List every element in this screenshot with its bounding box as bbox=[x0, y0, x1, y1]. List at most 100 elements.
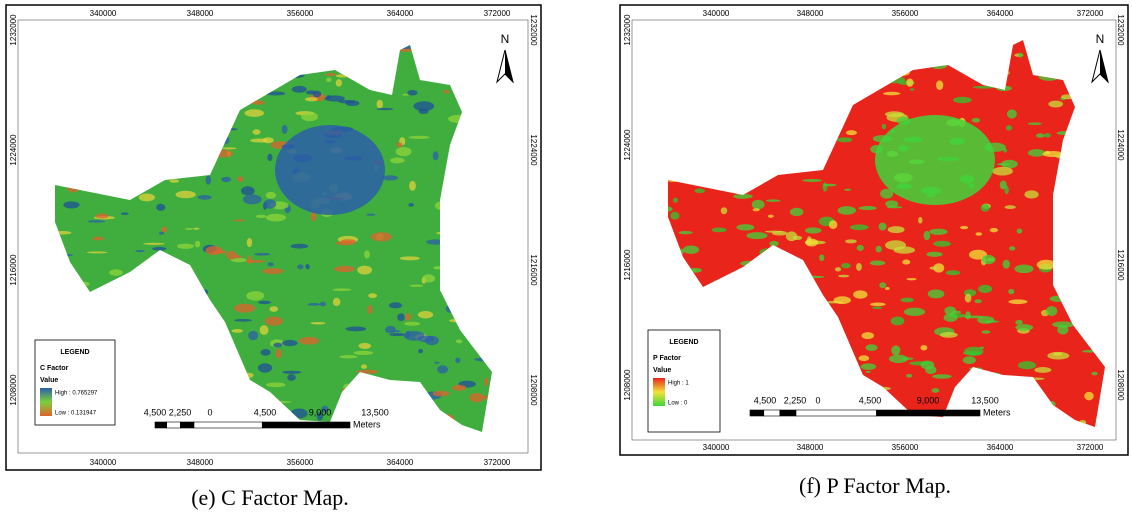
texture-spot bbox=[975, 232, 982, 235]
texture-spot bbox=[485, 110, 491, 112]
texture-spot bbox=[736, 224, 754, 230]
scale-label: 2,250 bbox=[784, 395, 807, 405]
texture-spot bbox=[123, 54, 128, 56]
texture-spot bbox=[367, 305, 372, 314]
texture-spot bbox=[334, 266, 355, 272]
texture-spot bbox=[936, 80, 943, 90]
texture-spot bbox=[407, 90, 417, 96]
texture-spot bbox=[291, 244, 309, 249]
texture-spot bbox=[367, 214, 376, 216]
texture-spot bbox=[770, 378, 776, 381]
texture-spot bbox=[264, 199, 276, 209]
texture-spot bbox=[267, 154, 272, 161]
y-coordinate-label: 1216000 bbox=[623, 249, 632, 281]
x-coordinate-label: 372000 bbox=[1077, 9, 1104, 18]
texture-spot bbox=[841, 109, 848, 111]
texture-spot bbox=[333, 298, 340, 306]
texture-blob bbox=[875, 115, 995, 205]
texture-spot bbox=[838, 275, 849, 278]
y-coordinate-label: 1216000 bbox=[9, 254, 18, 286]
scale-label: 13,500 bbox=[361, 407, 389, 417]
texture-spot bbox=[835, 334, 842, 336]
texture-spot bbox=[448, 115, 469, 123]
texture-spot bbox=[322, 434, 341, 439]
scale-segment bbox=[262, 422, 350, 428]
texture-spot bbox=[762, 270, 769, 277]
texture-spot bbox=[1103, 255, 1116, 264]
texture-spot bbox=[53, 231, 72, 235]
texture-spot bbox=[1034, 367, 1051, 373]
texture-spot bbox=[221, 177, 231, 182]
texture-spot bbox=[741, 32, 745, 40]
texture-spot bbox=[682, 88, 701, 92]
texture-spot bbox=[1069, 268, 1075, 274]
texture-spot bbox=[907, 278, 917, 280]
texture-spot bbox=[449, 319, 467, 323]
texture-spot bbox=[246, 384, 258, 387]
texture-spot bbox=[343, 39, 356, 44]
texture-spot bbox=[751, 324, 761, 326]
texture-spot bbox=[861, 363, 877, 369]
texture-spot bbox=[162, 76, 167, 84]
legend-ramp bbox=[653, 378, 665, 406]
texture-spot bbox=[210, 329, 222, 337]
texture-spot bbox=[850, 224, 869, 230]
texture-spot bbox=[266, 192, 277, 199]
texture-spot bbox=[1100, 316, 1116, 321]
texture-spot bbox=[256, 215, 267, 218]
x-coordinate-label: 348000 bbox=[797, 9, 824, 18]
texture-spot bbox=[721, 178, 732, 182]
texture-spot bbox=[169, 179, 179, 182]
scale-segment bbox=[180, 422, 194, 428]
texture-spot bbox=[101, 41, 118, 50]
scale-label: 2,250 bbox=[169, 407, 192, 417]
texture-spot bbox=[139, 322, 147, 324]
texture-spot bbox=[878, 387, 891, 390]
texture-spot bbox=[1004, 205, 1015, 209]
texture-spot bbox=[990, 228, 998, 233]
texture-spot bbox=[85, 175, 92, 182]
texture-spot bbox=[789, 353, 801, 362]
texture-spot bbox=[206, 246, 223, 255]
texture-spot bbox=[882, 124, 886, 129]
texture-spot bbox=[802, 364, 812, 370]
texture-spot bbox=[181, 118, 185, 125]
legend-value-label: Value bbox=[40, 377, 58, 384]
texture-spot bbox=[1024, 190, 1038, 198]
x-coordinate-label: 348000 bbox=[797, 443, 824, 452]
texture-spot bbox=[756, 314, 767, 322]
texture-spot bbox=[676, 259, 683, 263]
x-coordinate-label: 356000 bbox=[892, 9, 919, 18]
texture-spot bbox=[1061, 239, 1073, 241]
texture-spot bbox=[737, 380, 750, 386]
texture-spot bbox=[951, 417, 970, 421]
texture-spot bbox=[822, 182, 827, 191]
texture-spot bbox=[222, 147, 237, 149]
texture-spot bbox=[434, 362, 440, 364]
texture-spot bbox=[769, 241, 778, 247]
texture-spot bbox=[660, 235, 669, 239]
texture-spot bbox=[231, 82, 245, 89]
texture-spot bbox=[747, 232, 768, 239]
texture-spot bbox=[206, 175, 211, 184]
x-coordinate-label: 348000 bbox=[187, 458, 214, 467]
texture-spot bbox=[677, 269, 697, 272]
texture-spot bbox=[758, 175, 773, 178]
texture-spot bbox=[180, 438, 184, 440]
texture-spot bbox=[888, 226, 905, 233]
texture-spot bbox=[1091, 205, 1106, 208]
texture-spot bbox=[1048, 401, 1056, 407]
scale-label: 0 bbox=[815, 395, 820, 405]
texture-spot bbox=[725, 37, 743, 47]
texture-spot bbox=[923, 424, 930, 430]
texture-spot bbox=[231, 40, 245, 49]
texture-spot bbox=[885, 200, 898, 207]
texture-spot bbox=[276, 349, 282, 358]
texture-spot bbox=[99, 126, 105, 130]
texture-spot bbox=[397, 142, 403, 147]
texture-spot bbox=[980, 55, 996, 63]
texture-spot bbox=[152, 165, 158, 167]
texture-spot bbox=[102, 191, 120, 195]
texture-spot bbox=[364, 250, 370, 258]
texture-spot bbox=[121, 212, 129, 215]
